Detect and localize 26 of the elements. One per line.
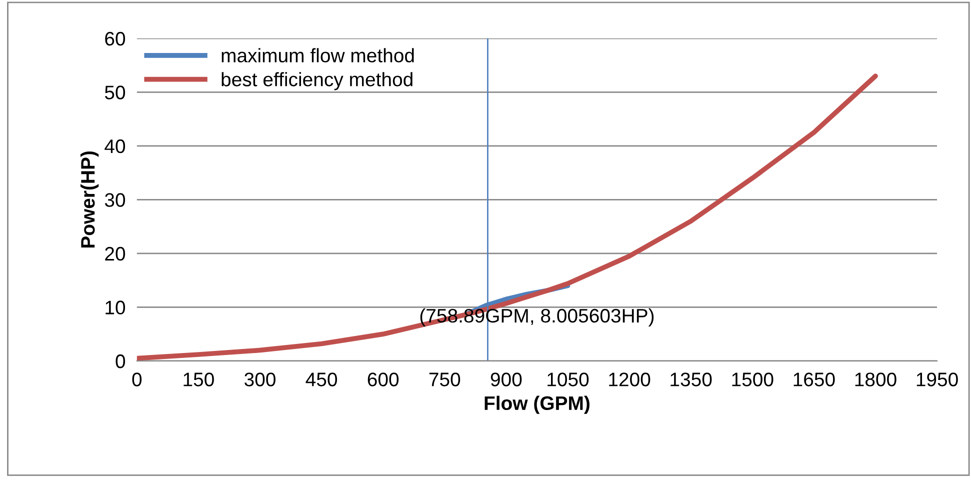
x-tick-label: 1050 [548,372,589,386]
x-tick-label: 900 [490,372,522,386]
x-tick-label: 600 [368,372,399,386]
x-tick-label: 750 [429,372,460,386]
x-tick-label: 450 [306,372,338,386]
x-axis-title: Flow (GPM) [484,396,590,414]
y-tick-label: 60 [105,32,126,46]
x-tick-label: 1650 [794,372,835,386]
y-tick-label: 10 [106,300,126,314]
x-tick-label: 1200 [609,372,650,386]
x-tick-label: 300 [244,372,276,386]
y-tick-label: 30 [104,193,126,207]
line-series [136,74,878,361]
y-tick-label: 40 [104,139,126,154]
x-tick-label: 1350 [670,372,712,386]
y-tick-label: 50 [104,86,126,100]
legend-label: best efficiency method [222,72,412,90]
legend-label: maximum flow method [222,48,414,62]
x-tick-label: 0 [132,372,142,386]
x-tick-label: 1950 [916,372,958,386]
x-tick-label: 1800 [855,372,896,386]
x-tick-label: 150 [184,372,214,386]
y-tick-label: 20 [105,246,126,261]
y-tick-label: 0 [116,354,126,368]
y-axis-title: Power(HP) [80,151,99,248]
x-tick-label: 1500 [732,372,774,386]
